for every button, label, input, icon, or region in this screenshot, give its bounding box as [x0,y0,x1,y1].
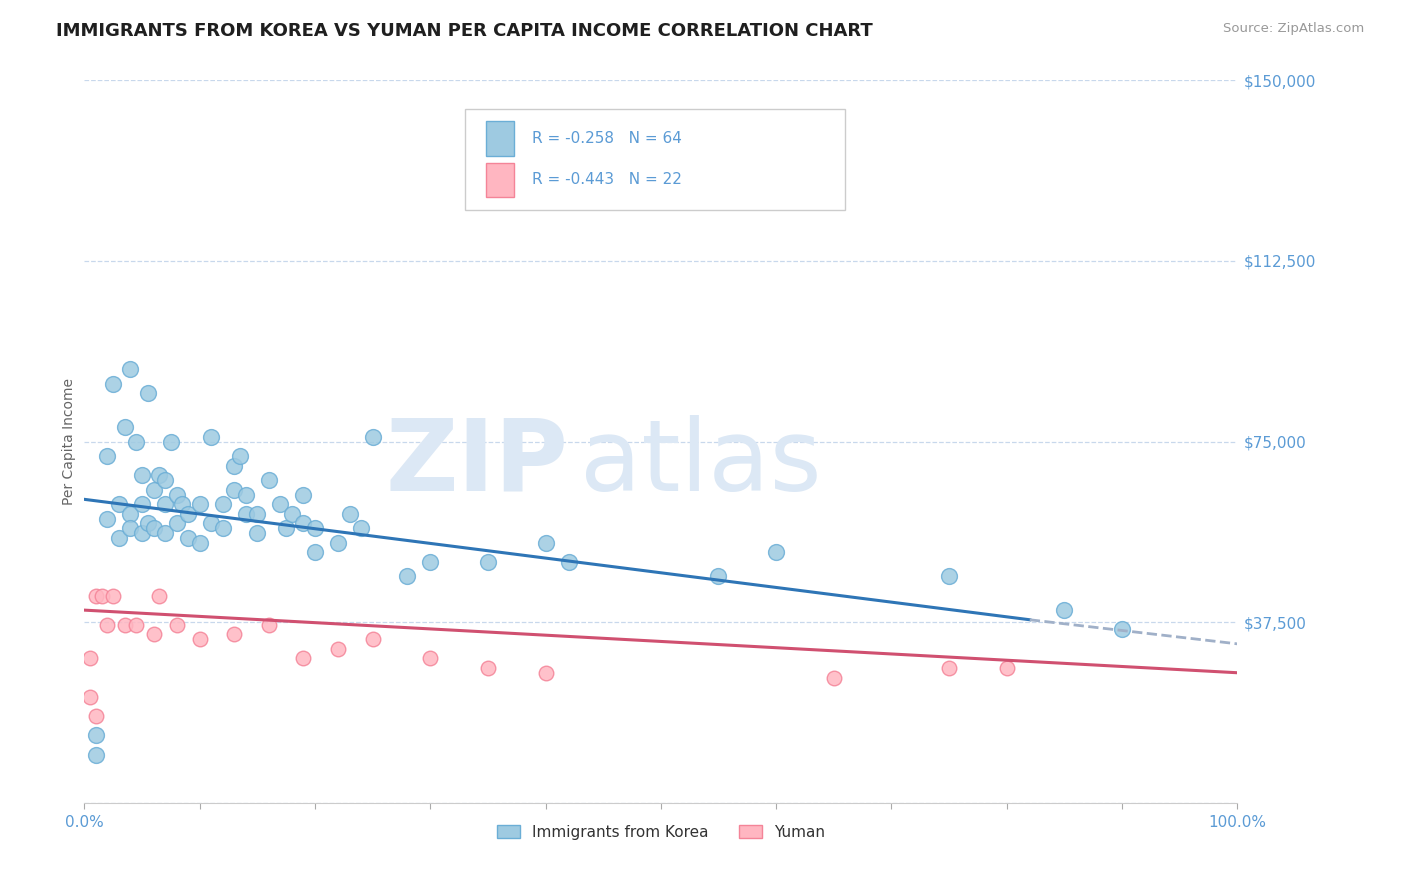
Point [142,483,165,497]
Legend: Immigrants from Korea, Yuman: Immigrants from Korea, Yuman [491,819,831,846]
Point [142,521,165,535]
Point [224,627,246,641]
Point [276,521,298,535]
Point [246,507,269,521]
Point [361,430,384,444]
Point [96,511,118,525]
Point [326,535,349,549]
Point [114,420,136,434]
Point [166,516,188,531]
Point [292,487,315,501]
Point [419,651,441,665]
Point [281,507,304,521]
Point [108,497,131,511]
Point [292,516,315,531]
Point [96,449,118,463]
Point [211,521,233,535]
Text: R = -0.443   N = 22: R = -0.443 N = 22 [531,172,682,187]
Point [224,483,246,497]
Y-axis label: Per Capita Income: Per Capita Income [62,378,76,505]
Point [125,434,148,449]
Point [257,617,280,632]
Point [419,555,441,569]
Text: R = -0.258   N = 64: R = -0.258 N = 64 [531,131,682,146]
Point [96,617,118,632]
Point [177,531,200,545]
Point [211,497,233,511]
Point [108,531,131,545]
Point [79,651,101,665]
Point [79,690,101,704]
Point [188,497,211,511]
Point [292,651,315,665]
Point [84,709,107,723]
Point [84,589,107,603]
Point [224,458,246,473]
Point [153,497,176,511]
Point [148,589,170,603]
Point [1053,603,1076,617]
Point [229,449,252,463]
Point [339,507,361,521]
Point [125,617,148,632]
Point [153,526,176,541]
Point [534,665,557,680]
Text: IMMIGRANTS FROM KOREA VS YUMAN PER CAPITA INCOME CORRELATION CHART: IMMIGRANTS FROM KOREA VS YUMAN PER CAPIT… [56,22,873,40]
Point [142,627,165,641]
Point [131,468,153,483]
Point [938,569,960,583]
Point [995,661,1018,675]
Point [200,516,222,531]
Bar [485,121,515,156]
Point [103,589,124,603]
Point [1111,623,1133,637]
Point [304,545,326,559]
Point [177,507,200,521]
Point [938,661,960,675]
Point [557,555,579,569]
Point [120,362,142,376]
Bar [485,162,515,197]
Point [148,468,170,483]
Text: ZIP: ZIP [385,415,568,512]
Point [90,589,112,603]
Point [534,535,557,549]
Point [246,526,269,541]
Point [131,497,153,511]
Point [477,555,499,569]
Point [361,632,384,646]
Point [160,434,183,449]
Point [823,671,845,685]
Bar [465,109,845,211]
Point [103,376,124,391]
Text: atlas: atlas [581,415,821,512]
Point [707,569,730,583]
Point [304,521,326,535]
Point [172,497,194,511]
Point [396,569,419,583]
Point [166,617,188,632]
Point [477,661,499,675]
Point [166,487,188,501]
Text: Source: ZipAtlas.com: Source: ZipAtlas.com [1223,22,1364,36]
Point [257,473,280,487]
Point [114,617,136,632]
Point [131,526,153,541]
Point [235,487,257,501]
Point [120,507,142,521]
Point [350,521,373,535]
Point [120,521,142,535]
Point [765,545,787,559]
Point [84,728,107,742]
Point [188,535,211,549]
Point [200,430,222,444]
Point [326,641,349,656]
Point [269,497,291,511]
Point [136,516,159,531]
Point [136,386,159,401]
Point [188,632,211,646]
Point [235,507,257,521]
Point [153,473,176,487]
Point [84,747,107,762]
